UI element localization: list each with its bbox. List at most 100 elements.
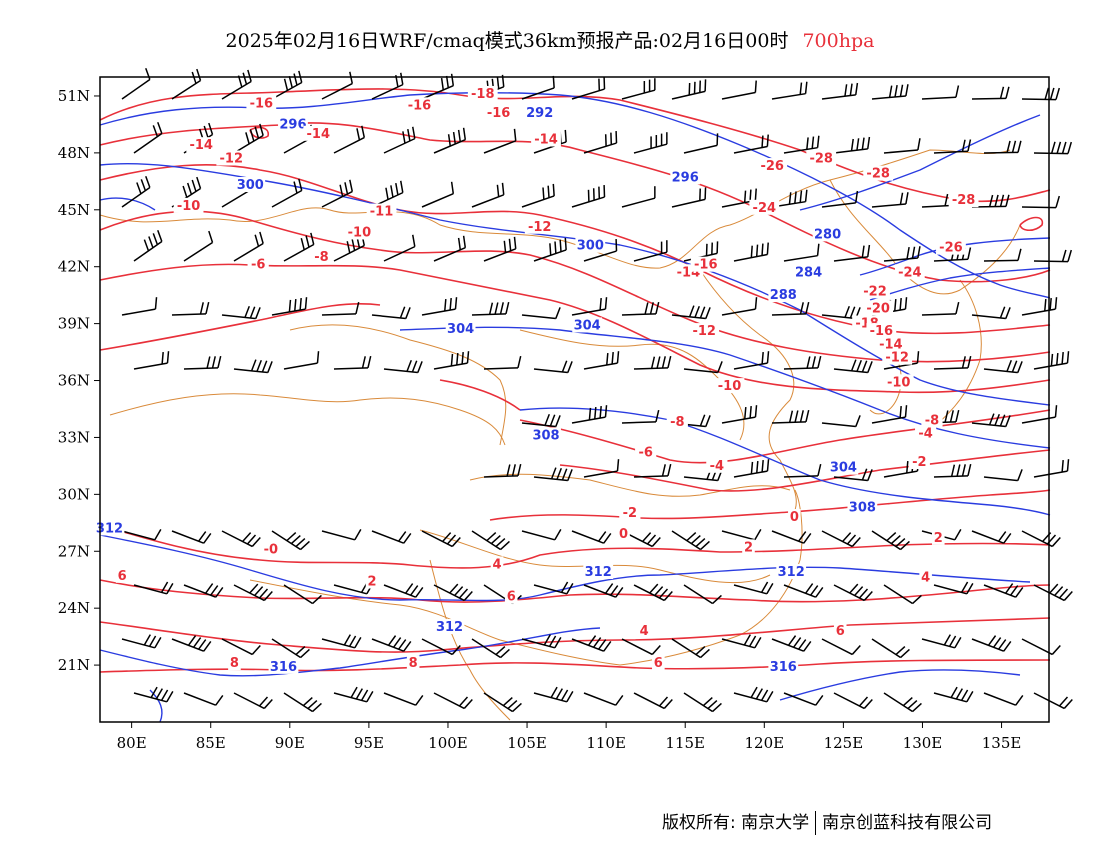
wind-barb-feather xyxy=(948,635,957,647)
temperature-label: 8 xyxy=(409,656,418,671)
wind-barb-feather xyxy=(215,695,224,706)
wind-barb-feather xyxy=(196,68,202,81)
wind-barb-feather xyxy=(655,409,660,422)
wind-barb-staff xyxy=(433,247,466,262)
temperature-label-bg xyxy=(344,224,375,240)
wind-barb-feather xyxy=(761,460,764,473)
temperature-label: -14 xyxy=(307,127,331,142)
height-contour xyxy=(779,669,1021,701)
wind-barb-feather xyxy=(806,356,811,369)
wind-barb-staff xyxy=(533,692,568,703)
wind-barb-staff xyxy=(671,530,701,551)
wind-barb-feather xyxy=(385,187,389,200)
wind-barb-staff xyxy=(571,88,605,100)
wind-barb-staff xyxy=(671,90,706,100)
wind-barb-feather xyxy=(766,691,774,703)
wind-barb-feather xyxy=(855,415,861,427)
wind-barb-feather xyxy=(154,637,162,649)
wind-barb-feather xyxy=(646,534,657,545)
wind-barb-staff xyxy=(771,530,805,544)
wind-barb-staff xyxy=(321,530,356,541)
wind-barb-feather xyxy=(350,686,358,698)
y-tick-label: 30N xyxy=(58,485,90,503)
y-tick-label: 39N xyxy=(58,315,90,333)
wind-barb-feather xyxy=(861,468,868,481)
wind-barb-staff xyxy=(283,692,313,713)
wind-barb-feather xyxy=(686,532,697,542)
wind-barb-staff xyxy=(771,92,806,100)
wind-barb-feather xyxy=(611,352,614,365)
wind-barb-feather xyxy=(603,533,612,544)
wind-barb-feather xyxy=(707,699,718,710)
wind-barb-feather xyxy=(449,583,459,594)
wind-barb-staff xyxy=(721,91,756,100)
wind-barb-feather xyxy=(463,699,473,709)
wind-barb-feather xyxy=(1006,140,1011,153)
wind-barb-feather xyxy=(355,688,363,700)
temperature-label: -22 xyxy=(863,284,887,299)
wind-barb-feather xyxy=(451,537,461,547)
wind-barb-staff xyxy=(883,257,918,262)
wind-barb-staff xyxy=(521,422,556,428)
wind-barb-staff xyxy=(133,692,168,703)
wind-barb-feather xyxy=(250,359,257,372)
wind-barb-feather xyxy=(815,587,824,598)
wind-barb-feather xyxy=(166,691,174,703)
wind-barb-feather xyxy=(404,583,414,594)
wind-barb-feather xyxy=(407,128,411,142)
wind-barb-staff xyxy=(871,638,901,659)
wind-barb-feather xyxy=(712,702,722,713)
wind-barb-feather xyxy=(517,355,522,368)
height-contour xyxy=(869,267,1051,301)
wind-barb-feather xyxy=(811,356,816,369)
map-title: 2025年02月16日WRF/cmaq模式36km预报产品:02月16日00时 7… xyxy=(0,26,1100,53)
wind-barb-feather xyxy=(249,306,256,319)
wind-barb-feather xyxy=(361,356,366,369)
wind-barb-feather xyxy=(988,413,995,426)
wind-barb-staff xyxy=(271,530,301,551)
wind-barb-feather xyxy=(988,194,994,207)
temperature-label-bg xyxy=(706,457,728,473)
wind-barb-staff xyxy=(821,202,856,208)
wind-barb-feather xyxy=(495,645,506,656)
wind-barb-feather xyxy=(187,635,197,646)
x-tick-label: 130E xyxy=(903,734,943,752)
wind-barb-feather xyxy=(1055,87,1061,100)
wind-barb-staff xyxy=(521,530,556,541)
wind-barb-feather xyxy=(196,176,202,189)
wind-barb-feather xyxy=(461,352,464,365)
wind-barb-feather xyxy=(1017,248,1022,261)
x-tick-label: 125E xyxy=(824,734,864,752)
temperature-label: -16 xyxy=(694,258,718,273)
wind-barb-staff xyxy=(233,368,268,374)
wind-barb-staff xyxy=(783,146,818,154)
wind-barb-feather xyxy=(293,73,298,86)
height-contour xyxy=(99,197,156,211)
height-label-bg xyxy=(768,287,799,303)
wind-barb-staff xyxy=(521,314,556,320)
isotherm xyxy=(99,659,1051,673)
wind-barb-feather xyxy=(500,540,510,551)
wind-barb-feather xyxy=(1006,359,1012,372)
temperature-label: 4 xyxy=(640,624,649,639)
wind-barb-feather xyxy=(316,351,320,364)
height-contour xyxy=(859,237,1051,276)
wind-barb-staff xyxy=(983,476,1018,482)
wind-barb-feather xyxy=(552,183,555,196)
wind-barb-staff xyxy=(683,144,718,154)
wind-barb-feather xyxy=(417,361,423,373)
wind-barb-feather xyxy=(203,125,209,138)
wind-barb-feather xyxy=(650,356,656,369)
wind-barb-feather xyxy=(1017,469,1023,481)
border-prov-1 xyxy=(519,329,745,441)
height-contour xyxy=(99,163,1051,406)
wind-barb-feather xyxy=(899,84,904,97)
height-label-bg xyxy=(575,237,606,253)
border-japan xyxy=(929,279,982,431)
wind-barb-feather xyxy=(339,184,344,197)
wind-barb-feather xyxy=(955,409,960,422)
wind-barb-feather xyxy=(1055,195,1061,208)
wind-barb-feather xyxy=(351,238,356,251)
wind-barb-feather xyxy=(249,583,259,594)
wind-barb-feather xyxy=(1050,353,1054,366)
